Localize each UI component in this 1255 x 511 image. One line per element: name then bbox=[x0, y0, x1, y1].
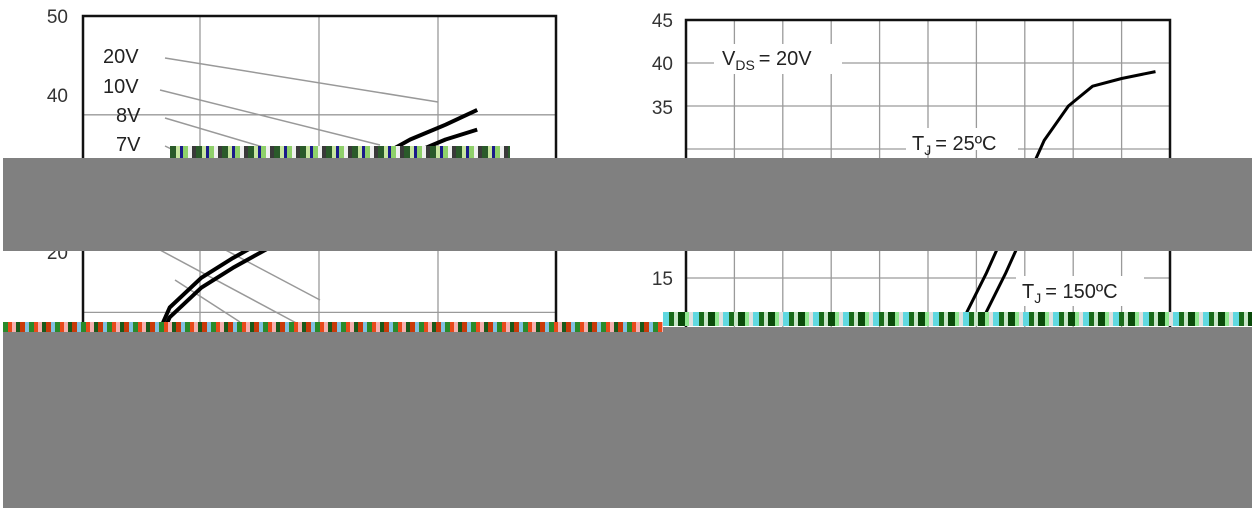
left-y-tick-50: 50 bbox=[47, 7, 68, 28]
left-y-tick-40: 40 bbox=[47, 86, 68, 107]
noise-strip-upper-left bbox=[170, 146, 510, 158]
curve-label-10v: 10V bbox=[103, 76, 139, 98]
redaction-band-upper bbox=[3, 158, 1252, 251]
tj150-annotation: TJ = 150ºC bbox=[1022, 281, 1118, 306]
curve-label-8v: 8V bbox=[116, 105, 141, 127]
curve-label-20v: 20V bbox=[103, 46, 139, 68]
vds-label-bg bbox=[714, 44, 842, 74]
left-leader-1 bbox=[159, 89, 381, 146]
noise-strip-lower-right bbox=[663, 312, 1252, 326]
noise-strip-lower-left bbox=[3, 322, 663, 332]
redaction-band-lower bbox=[3, 327, 1252, 508]
tj25-annotation: TJ = 25ºC bbox=[912, 133, 996, 158]
curve-label-7v: 7V bbox=[116, 134, 141, 156]
right-y-tick-35: 35 bbox=[652, 98, 673, 119]
left-leader-0 bbox=[164, 57, 439, 103]
right-y-tick-40: 40 bbox=[652, 54, 673, 75]
left-leader-6 bbox=[174, 279, 241, 323]
right-y-tick-45: 45 bbox=[652, 11, 673, 32]
right-y-tick-15: 15 bbox=[652, 269, 673, 290]
tj25-label-bg bbox=[906, 128, 1018, 150]
left-leader-5 bbox=[159, 249, 301, 326]
vds-annotation: VDS = 20V bbox=[722, 48, 812, 73]
right-curve-0 bbox=[965, 70, 1156, 314]
tj150-label-bg bbox=[1016, 276, 1144, 306]
